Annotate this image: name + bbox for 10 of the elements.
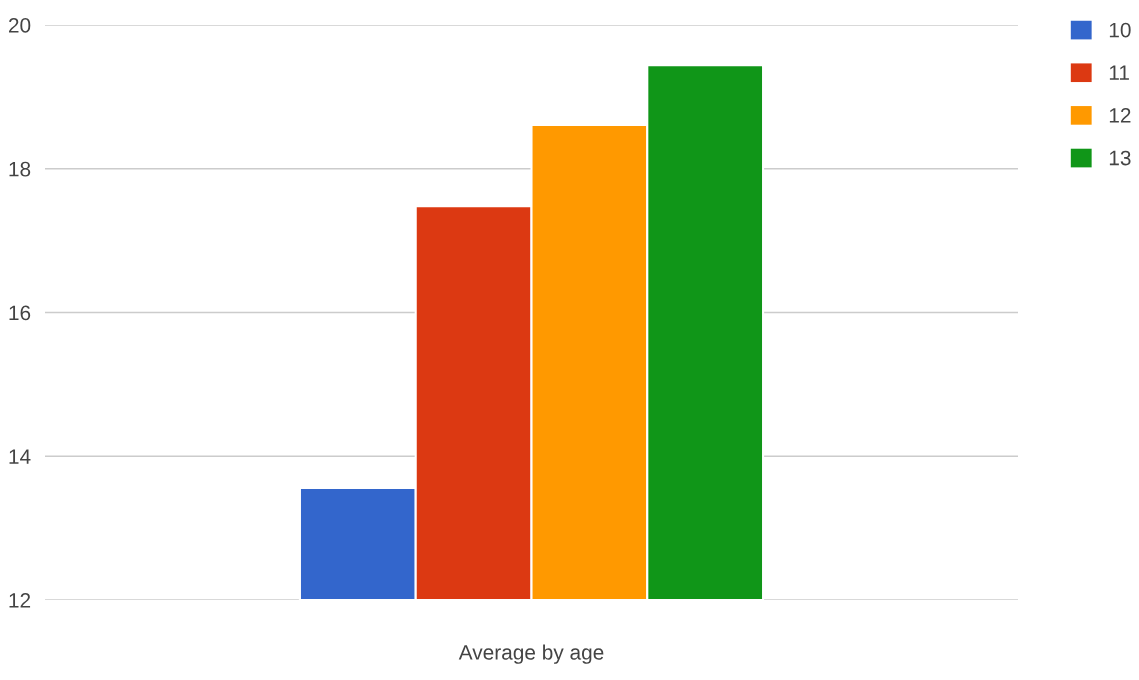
y-tick-label: 12 [9,593,31,608]
x-tick-label: Average by age [458,644,604,664]
y-tick-label: 14 [9,449,31,464]
legend-label: 13 [1109,150,1131,166]
y-tick-label: 16 [9,305,31,321]
legend-label: 12 [1109,107,1131,123]
y-tick-label: 18 [9,161,31,177]
legend-label: 10 [1109,22,1131,38]
y-tick-label: 20 [8,18,31,33]
legend-label: 11 [1109,65,1129,80]
